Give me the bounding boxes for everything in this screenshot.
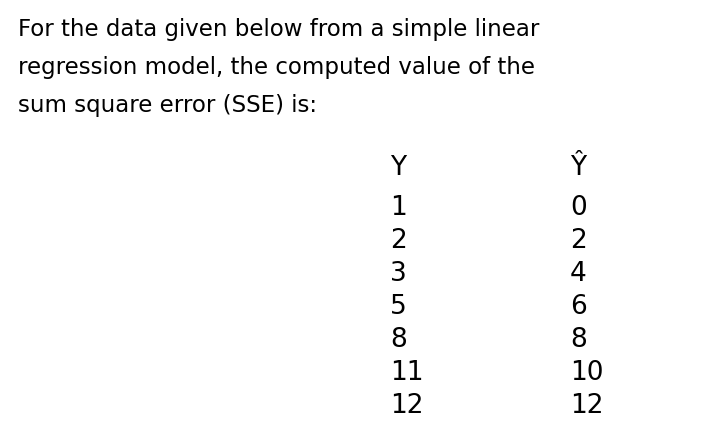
Text: For the data given below from a simple linear: For the data given below from a simple l… <box>18 18 539 41</box>
Text: 11: 11 <box>390 360 423 386</box>
Text: 8: 8 <box>570 327 587 353</box>
Text: sum square error (SSE) is:: sum square error (SSE) is: <box>18 94 317 117</box>
Text: 2: 2 <box>390 228 407 254</box>
Text: 1: 1 <box>390 195 407 221</box>
Text: 5: 5 <box>390 294 407 320</box>
Text: 4: 4 <box>570 261 587 287</box>
Text: Ŷ: Ŷ <box>570 155 586 181</box>
Text: 3: 3 <box>390 261 407 287</box>
Text: 12: 12 <box>390 393 423 419</box>
Text: Y: Y <box>390 155 406 181</box>
Text: 6: 6 <box>570 294 587 320</box>
Text: 2: 2 <box>570 228 587 254</box>
Text: 10: 10 <box>570 360 603 386</box>
Text: 0: 0 <box>570 195 587 221</box>
Text: 8: 8 <box>390 327 407 353</box>
Text: regression model, the computed value of the: regression model, the computed value of … <box>18 56 535 79</box>
Text: 12: 12 <box>570 393 603 419</box>
